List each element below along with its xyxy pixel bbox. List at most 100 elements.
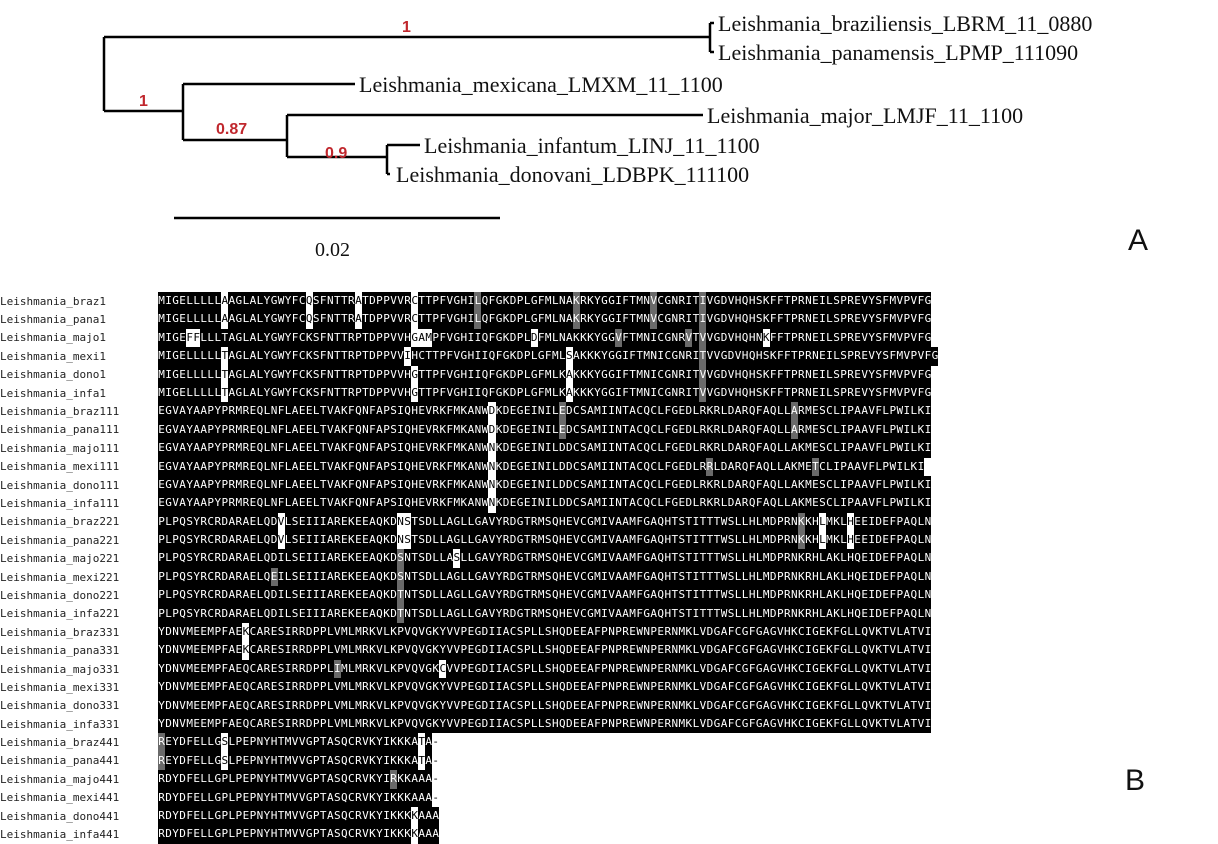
residue: M <box>537 586 545 605</box>
residue: V <box>333 623 341 642</box>
residue: L <box>193 292 201 311</box>
residue: A <box>179 475 187 495</box>
residue: V <box>326 494 334 513</box>
residue: V <box>650 310 658 329</box>
residue: V <box>917 678 925 697</box>
residue: Y <box>439 678 447 697</box>
residue: V <box>868 696 876 715</box>
residue: V <box>446 310 454 329</box>
residue: K <box>917 439 925 458</box>
residue: Q <box>256 457 264 476</box>
residue: Q <box>481 365 489 384</box>
residue: M <box>453 457 461 476</box>
residue: D <box>685 475 693 495</box>
residue: L <box>460 604 468 624</box>
residue: G <box>425 696 433 715</box>
residue: P <box>650 659 658 679</box>
residue: K <box>390 696 398 715</box>
residue: P <box>354 328 362 348</box>
residue: L <box>347 714 355 734</box>
residue: K <box>586 383 594 403</box>
residue: I <box>896 457 904 476</box>
residue: V <box>425 494 433 513</box>
residue: G <box>713 292 721 311</box>
residue: G <box>924 310 932 329</box>
residue: M <box>636 292 644 311</box>
residue: H <box>741 347 749 366</box>
residue: K <box>790 714 798 734</box>
residue: T <box>882 696 890 715</box>
residue: Q <box>643 402 651 421</box>
residue: E <box>340 604 348 624</box>
residue: M <box>825 512 833 532</box>
residue: P <box>889 494 897 513</box>
residue: V <box>425 402 433 421</box>
residue: Q <box>741 457 749 476</box>
residue: E <box>678 457 686 476</box>
residue: L <box>551 310 559 329</box>
residue: L <box>207 310 215 329</box>
residue: Q <box>910 567 918 587</box>
block-start-position: 221 <box>99 552 120 566</box>
residue: K <box>875 641 883 660</box>
residue: V <box>713 347 721 366</box>
residue: L <box>200 733 208 752</box>
residue: A <box>762 420 770 440</box>
sequence-label: Leishmania_majo221 <box>0 552 158 565</box>
residue: M <box>207 659 215 679</box>
aligned-sequence: YDNVMEEMPFAEQCARESIRRDPPLIMLMRKVLKPVQVGK… <box>158 659 932 679</box>
residue: E <box>565 531 573 550</box>
residue: Y <box>439 623 447 642</box>
residue: P <box>840 457 848 476</box>
residue: S <box>565 347 573 366</box>
residue: F <box>488 292 496 311</box>
residue: H <box>411 347 419 366</box>
residue: K <box>390 788 398 807</box>
residue: D <box>769 531 777 550</box>
residue: A <box>200 439 208 458</box>
residue: P <box>221 788 229 807</box>
residue: A <box>854 402 862 421</box>
residue: V <box>727 310 735 329</box>
residue: A <box>720 714 728 734</box>
residue: A <box>629 439 637 458</box>
residue: A <box>502 659 510 679</box>
residue: K <box>242 641 250 660</box>
residue: I <box>530 494 538 513</box>
residue: Y <box>375 733 383 752</box>
residue: T <box>882 714 890 734</box>
residue: L <box>854 696 862 715</box>
residue: V <box>868 623 876 642</box>
residue: A <box>242 549 250 568</box>
residue: T <box>361 365 369 384</box>
residue: P <box>319 641 327 660</box>
residue: W <box>720 567 728 587</box>
residue: A <box>291 475 299 495</box>
residue: L <box>537 696 545 715</box>
residue: R <box>713 494 721 513</box>
residue: P <box>910 347 918 366</box>
residue: K <box>762 292 770 311</box>
residue: E <box>523 494 531 513</box>
residue: Q <box>340 788 348 807</box>
residue: V <box>896 310 904 329</box>
residue: Q <box>179 531 187 550</box>
residue: D <box>509 512 517 532</box>
residue: V <box>291 751 299 771</box>
residue: G <box>235 328 243 348</box>
residue: R <box>333 512 341 532</box>
residue: V <box>917 623 925 642</box>
residue: Q <box>340 825 348 844</box>
residue: L <box>734 604 742 624</box>
residue: E <box>572 714 580 734</box>
residue: A <box>221 310 229 329</box>
residue: G <box>769 659 777 679</box>
residue: N <box>558 292 566 311</box>
sequence-alignment: Leishmania_braz1 MIGELLLLLAAGLALYGWYFCQSF… <box>0 292 1218 844</box>
residue: E <box>249 531 257 550</box>
residue: Q <box>354 439 362 458</box>
residue: K <box>411 825 419 844</box>
residue: Q <box>242 696 250 715</box>
residue: P <box>840 383 848 403</box>
residue: V <box>896 365 904 384</box>
